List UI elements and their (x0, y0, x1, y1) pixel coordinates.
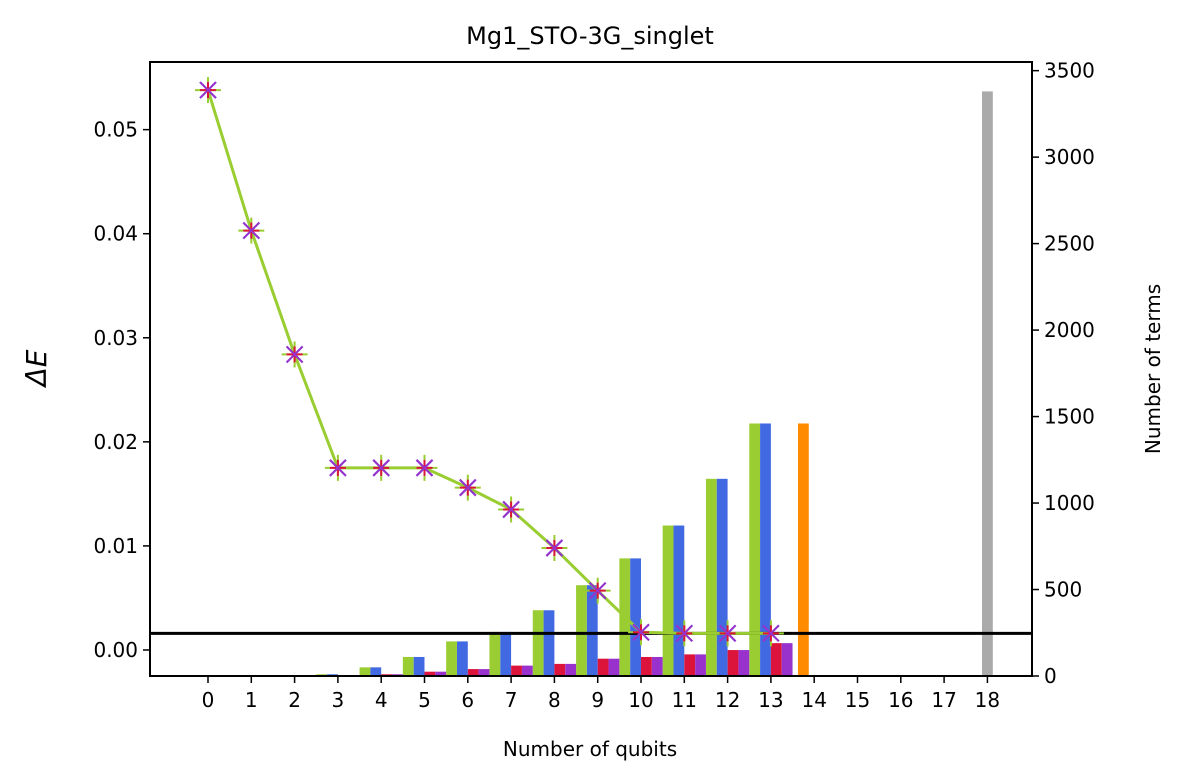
marker-purple-d2-2 (285, 345, 304, 364)
bar-red-6 (467, 669, 479, 676)
bar-red-9 (597, 658, 609, 676)
bar-gray (982, 91, 993, 676)
x-tick-label-0: 0 (202, 688, 215, 712)
bar-purple-6 (478, 669, 490, 676)
marker-purple-d2-0 (199, 81, 217, 99)
bar-blue-4 (370, 667, 382, 676)
y-left-tick-label-1: 0.01 (93, 534, 138, 558)
bar-purple-7 (521, 665, 533, 676)
x-tick-label-4: 4 (375, 688, 388, 712)
bar-green-7 (489, 631, 501, 676)
bar-purple-5 (435, 671, 447, 676)
marker-purple-d2-8 (545, 539, 564, 557)
chart-title: Mg1_STO-3G_singlet (466, 22, 714, 50)
x-tick-label-6: 6 (461, 688, 474, 712)
bar-green-5 (402, 656, 414, 676)
y-right-tick-label-3: 1500 (1044, 405, 1095, 429)
y-right-tick-label-1: 500 (1044, 578, 1082, 602)
x-axis-label: Number of qubits (503, 737, 677, 761)
y-left-tick-label-3: 0.03 (93, 326, 138, 350)
bar-green-8 (532, 610, 544, 676)
x-tick-label-12: 12 (715, 688, 740, 712)
bar-blue-12 (716, 478, 728, 676)
bar-red-12 (727, 650, 739, 676)
x-tick-label-2: 2 (288, 688, 301, 712)
bar-red-7 (511, 665, 522, 676)
bar-blue-10 (630, 558, 641, 676)
x-tick-label-7: 7 (505, 688, 518, 712)
marker-purple-d2-9 (588, 581, 607, 600)
bar-blue-8 (543, 610, 555, 676)
x-tick-label-16: 16 (888, 688, 913, 712)
marker-purple-d2-7 (502, 500, 520, 519)
y-axis-label-left: ΔE (20, 349, 53, 388)
marker-purple-d2-10 (632, 623, 650, 641)
bar-green-4 (359, 667, 371, 676)
x-tick-label-18: 18 (975, 688, 1000, 712)
bar-red-13 (770, 643, 782, 676)
y-right-tick-label-7: 3500 (1044, 59, 1095, 83)
bar-blue-5 (413, 656, 425, 676)
bar-purple-9 (608, 658, 620, 676)
bar-red-5 (424, 671, 436, 676)
plot-frame (149, 61, 1033, 677)
bar-green-12 (705, 478, 717, 676)
bar-purple-8 (565, 663, 577, 676)
bar-blue-13 (760, 423, 771, 676)
x-tick-label-13: 13 (758, 688, 783, 712)
bar-purple-10 (651, 656, 663, 676)
bar-green-13 (749, 423, 761, 676)
x-tick-label-9: 9 (591, 688, 604, 712)
bar-orange (797, 423, 809, 676)
bar-green-11 (662, 525, 674, 676)
x-tick-label-17: 17 (931, 688, 956, 712)
x-tick-label-11: 11 (672, 688, 697, 712)
bar-blue-11 (673, 525, 685, 676)
bar-purple-11 (695, 654, 706, 676)
marker-purple-d2-12 (718, 624, 737, 643)
x-tick-label-15: 15 (845, 688, 870, 712)
x-tick-label-14: 14 (801, 688, 826, 712)
plot-area: 0 1 2 3 4 5 6 7 8 9 10 11 12 13 14 15 16 17 180.000.010.02… (93, 59, 1094, 712)
marker-purple-d2-3 (329, 459, 347, 477)
bar-purple-12 (738, 650, 750, 676)
y-left-tick-label-4: 0.04 (93, 222, 138, 246)
y-axis-label-right: Number of terms (1141, 284, 1165, 454)
y-right-tick-label-4: 2000 (1044, 318, 1095, 342)
x-tick-label-8: 8 (548, 688, 561, 712)
y-left-tick-label-2: 0.02 (93, 430, 138, 454)
bar-blue-7 (500, 631, 512, 676)
bar-purple-13 (781, 643, 793, 676)
y-right-tick-label-5: 2500 (1044, 232, 1095, 256)
bar-blue-6 (456, 641, 468, 676)
bar-blue-9 (586, 585, 598, 676)
energy-line (206, 89, 771, 635)
y-left-tick-label-5: 0.05 (93, 118, 138, 142)
marker-purple-d2-5 (415, 459, 434, 477)
y-right-tick-label-2: 1000 (1044, 491, 1095, 515)
bar-green-9 (576, 585, 587, 676)
bar-red-11 (684, 654, 696, 676)
y-left-tick-label-0: 0.00 (93, 638, 138, 662)
bar-red-10 (641, 656, 652, 676)
marker-purple-d2-1 (242, 221, 261, 240)
x-tick-label-3: 3 (332, 688, 345, 712)
marker-purple-d2-13 (762, 624, 780, 643)
x-tick-label-1: 1 (245, 688, 258, 712)
x-tick-label-5: 5 (418, 688, 431, 712)
x-tick-label-10: 10 (628, 688, 653, 712)
marker-purple-d2-6 (459, 478, 477, 497)
y-right-tick-label-0: 0 (1044, 664, 1057, 688)
y-right-tick-label-6: 3000 (1044, 145, 1095, 169)
marker-purple-d2-11 (675, 624, 694, 643)
marker-purple-d2-4 (372, 459, 390, 477)
bar-green-6 (446, 641, 457, 676)
bar-red-8 (554, 663, 566, 676)
